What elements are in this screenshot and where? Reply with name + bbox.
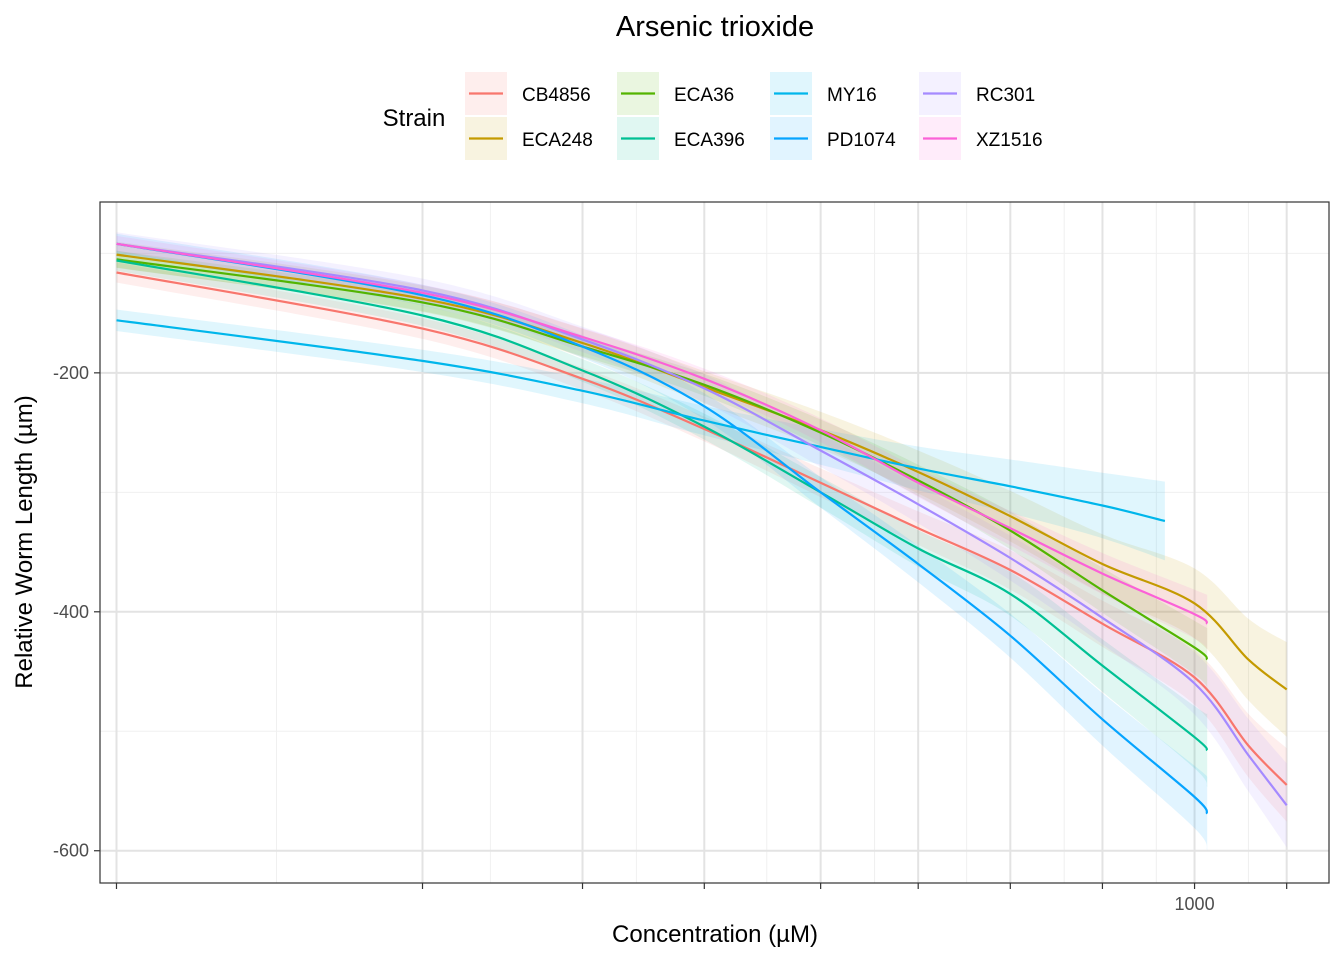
grid-major [100,202,1329,883]
y-tick-label: -200 [53,363,89,383]
line-eca36 [116,258,1209,661]
line-rc301 [116,242,1288,806]
legend-label-xz1516: XZ1516 [976,130,1043,151]
legend-label-pd1074: PD1074 [827,130,896,151]
line-xz1516 [116,242,1209,625]
legend-label-eca248: ECA248 [522,130,593,151]
plot-panel [100,202,1329,883]
legend-title: Strain [383,105,446,132]
legend: Strain CB4856 ECA248 ECA36 ECA396 MY16 PD1074… [383,72,1043,160]
plot-border [99,201,1330,884]
y-tick-label: -400 [53,602,89,622]
line-my16 [116,319,1166,523]
y-axis: -600 -400 -200 [53,363,100,861]
grid-minor [100,202,1329,883]
legend-label-cb4856: CB4856 [522,85,591,106]
legend-label-eca36: ECA36 [674,85,734,106]
y-axis-title: Relative Worm Length (µm) [11,395,38,688]
series-lines [116,242,1288,815]
line-cb4856 [116,271,1288,786]
x-axis: 1000 [115,883,1288,914]
x-axis-title: Concentration (µM) [612,921,818,948]
chart-title: Arsenic trioxide [616,11,814,43]
x-tick-label: 1000 [1175,894,1215,914]
line-eca248 [116,253,1288,691]
y-tick-label: -600 [53,841,89,861]
legend-label-eca396: ECA396 [674,130,745,151]
line-pd1074 [116,242,1209,815]
legend-label-my16: MY16 [827,85,877,106]
legend-label-rc301: RC301 [976,85,1035,106]
